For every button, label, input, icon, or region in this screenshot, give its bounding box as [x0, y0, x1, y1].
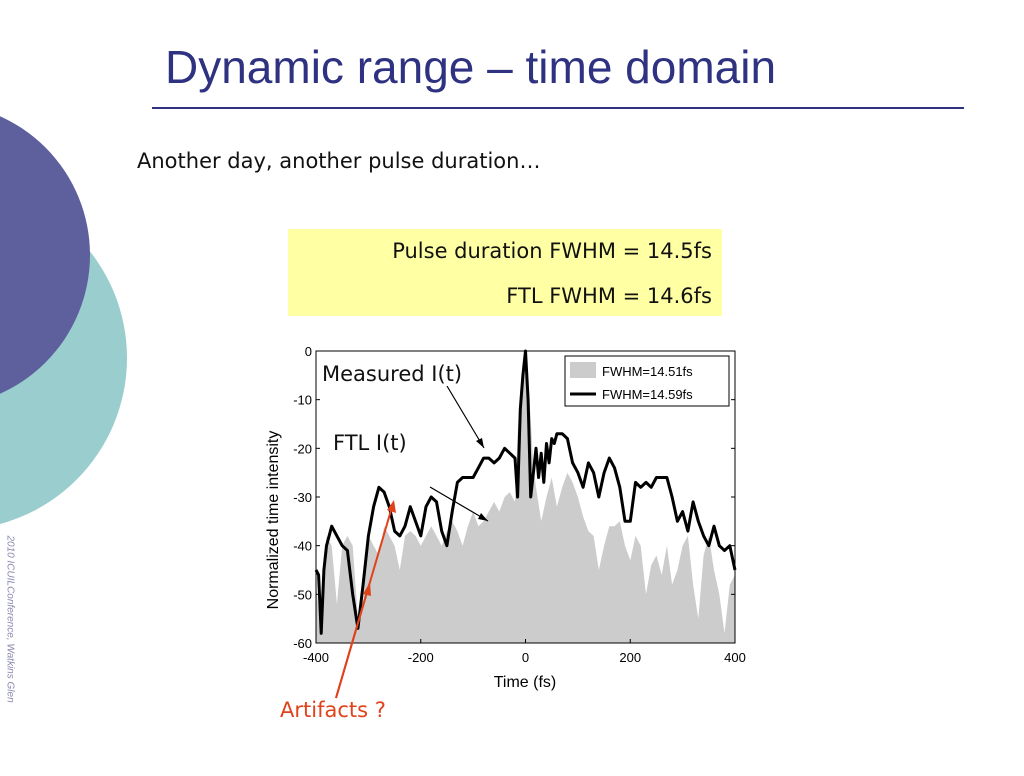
x-axis-label: Time (fs)	[494, 674, 557, 691]
artifact-arrowhead-2	[363, 582, 371, 596]
slide-title: Dynamic range – time domain	[165, 41, 777, 93]
legend-swatch-ftl	[570, 362, 596, 378]
measured-annotation: Measured I(t)	[322, 362, 463, 386]
artifact-arrow-2	[335, 591, 368, 699]
y-axis-label: Normalized time intensity	[265, 431, 282, 610]
slide-subtitle: Another day, another pulse duration…	[137, 149, 541, 173]
legend-label-measured: FWHM=14.59fs	[602, 387, 693, 402]
x-tick-label: 200	[619, 650, 641, 665]
ftl-annotation: FTL I(t)	[333, 431, 407, 455]
x-tick-label: 0	[522, 650, 529, 665]
legend-label-ftl: FWHM=14.51fs	[602, 364, 693, 379]
ftl-arrowhead	[478, 513, 488, 521]
x-tick-label: 400	[724, 650, 746, 665]
y-tick-label: -50	[293, 587, 312, 602]
x-tick-label: -200	[408, 650, 434, 665]
pulse-duration-text: Pulse duration FWHM = 14.5fs	[392, 239, 712, 263]
measured-arrowhead	[476, 438, 484, 448]
measured-arrow	[446, 385, 485, 449]
y-tick-label: -20	[293, 441, 312, 456]
ftl-arrow	[429, 486, 489, 522]
series-ftl-area	[316, 351, 735, 643]
y-tick-label: 0	[305, 344, 312, 359]
y-tick-label: -10	[293, 393, 312, 408]
purple-circle-decoration	[0, 116, 90, 394]
y-tick-label: -60	[293, 636, 312, 651]
y-tick-label: -40	[293, 539, 312, 554]
series-measured-line	[314, 349, 737, 635]
artifact-arrowhead-1	[387, 500, 396, 513]
pulse-duration-box: Pulse duration FWHM = 14.5fs FTL FWHM = …	[288, 229, 722, 316]
title-divider	[152, 107, 964, 109]
x-tick-label: -400	[303, 650, 329, 665]
legend: FWHM=14.51fs FWHM=14.59fs	[564, 355, 730, 407]
artifacts-annotation: Artifacts ?	[280, 698, 386, 722]
y-tick-label: -30	[293, 490, 312, 505]
ftl-fwhm-text: FTL FWHM = 14.6fs	[506, 284, 712, 308]
